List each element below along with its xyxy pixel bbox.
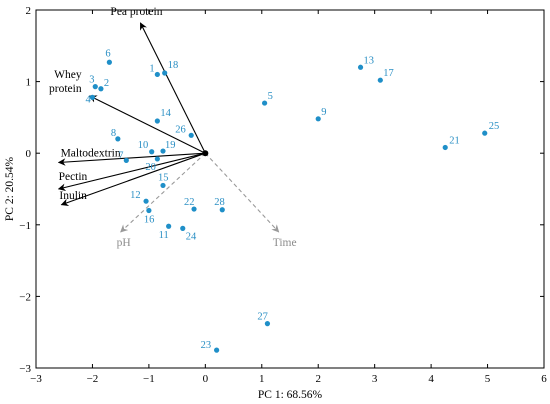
data-point	[154, 71, 160, 78]
data-point-label: 3	[89, 75, 94, 86]
data-point-label: 25	[489, 121, 500, 132]
loading-label: Inulin	[59, 190, 87, 202]
y-tick-label: 0	[26, 148, 32, 160]
data-point	[162, 70, 168, 76]
y-tick-label: 1	[26, 77, 32, 89]
y-axis-ticks: 210−1−2−3	[19, 5, 544, 375]
data-point	[166, 223, 172, 229]
data-point	[143, 198, 149, 204]
data-point	[442, 144, 448, 151]
loading-label: pH	[117, 237, 131, 249]
data-point	[191, 206, 197, 212]
data-point-label: 26	[175, 124, 186, 135]
data-point-label: 1	[149, 63, 154, 74]
data-point-label: 27	[257, 312, 268, 323]
x-tick-label: −1	[143, 373, 155, 385]
x-axis-label: PC 1: 68.56%	[258, 389, 323, 401]
data-point	[482, 130, 488, 136]
data-point	[180, 225, 186, 231]
data-point	[98, 86, 104, 92]
data-point	[160, 148, 166, 154]
y-tick-label: 2	[26, 5, 32, 17]
data-point	[92, 84, 98, 90]
data-point	[123, 157, 129, 163]
loading-label: Pea protein	[110, 6, 162, 18]
loading-label: Pectin	[59, 171, 88, 183]
data-point-label: 12	[130, 190, 141, 201]
data-point-label: 13	[364, 55, 375, 66]
data-point-label: 22	[184, 197, 195, 208]
x-tick-label: −2	[87, 373, 99, 385]
data-point-label: 19	[165, 140, 176, 151]
data-point-label: 18	[168, 60, 179, 71]
y-tick-label: −3	[19, 363, 31, 375]
data-point-label: 23	[201, 340, 212, 351]
data-point-label: 4	[85, 94, 91, 105]
data-point	[315, 116, 321, 122]
data-point	[188, 132, 194, 138]
x-tick-label: 1	[259, 373, 265, 385]
data-point	[154, 156, 160, 162]
data-point	[115, 136, 121, 142]
data-point	[154, 118, 160, 124]
data-point-label: 5	[268, 91, 273, 102]
data-point-label: 6	[105, 48, 110, 59]
x-tick-label: −3	[30, 373, 42, 385]
plot-frame	[35, 9, 545, 369]
data-point-label: 14	[160, 108, 171, 119]
y-tick-label: −2	[19, 291, 31, 303]
data-point-label: 17	[383, 68, 394, 79]
x-tick-label: 5	[485, 373, 491, 385]
loading-label: Time	[273, 237, 297, 249]
x-tick-label: 2	[315, 373, 321, 385]
x-tick-label: 3	[372, 373, 378, 385]
data-point	[357, 64, 364, 70]
loading-arrow-inulin	[60, 152, 206, 207]
loading-arrow-time	[204, 152, 280, 233]
data-point-label: 2	[104, 78, 109, 89]
data-point	[262, 100, 268, 106]
loading-vectors: Pea protein Whey protein Maltodextrin Pectin…	[49, 6, 297, 249]
x-tick-label: 6	[541, 373, 547, 385]
x-tick-label: 0	[203, 373, 209, 385]
loading-arrow-pectin	[57, 152, 206, 192]
data-point	[264, 321, 271, 327]
data-point	[89, 94, 96, 100]
data-point	[146, 207, 152, 214]
data-point-label: 7	[118, 150, 123, 161]
y-tick-label: −1	[19, 220, 31, 232]
data-point-label: 8	[111, 128, 116, 139]
loading-label: Maltodextrin	[61, 148, 121, 160]
data-point	[106, 59, 112, 65]
loading-arrow-ph	[120, 152, 206, 233]
origin-dot	[202, 150, 209, 157]
loading-arrow-whey-protein	[88, 95, 206, 154]
x-axis-ticks: −3 −2 −1 0 1 2 3 4 5 6	[30, 10, 547, 385]
data-point	[149, 149, 155, 155]
data-point-label: 20	[145, 162, 156, 173]
data-point	[160, 182, 166, 189]
loading-arrow-pea-protein	[139, 22, 206, 154]
data-point	[219, 207, 225, 213]
data-point-label: 11	[159, 230, 169, 241]
data-point-label: 15	[158, 172, 169, 183]
data-point-label: 21	[449, 135, 460, 146]
data-point	[214, 347, 220, 353]
data-point-label: 16	[144, 214, 155, 225]
data-point-label: 10	[138, 140, 149, 151]
x-tick-label: 4	[428, 373, 434, 385]
y-axis-label: PC 2: 20.54%	[4, 156, 16, 221]
data-point	[377, 77, 383, 83]
data-point-label: 24	[186, 231, 197, 242]
data-point-label: 9	[321, 107, 326, 118]
data-point-label: 28	[214, 197, 225, 208]
loading-arrow-maltodextrin	[57, 152, 206, 166]
loading-label: Whey protein	[49, 69, 82, 95]
